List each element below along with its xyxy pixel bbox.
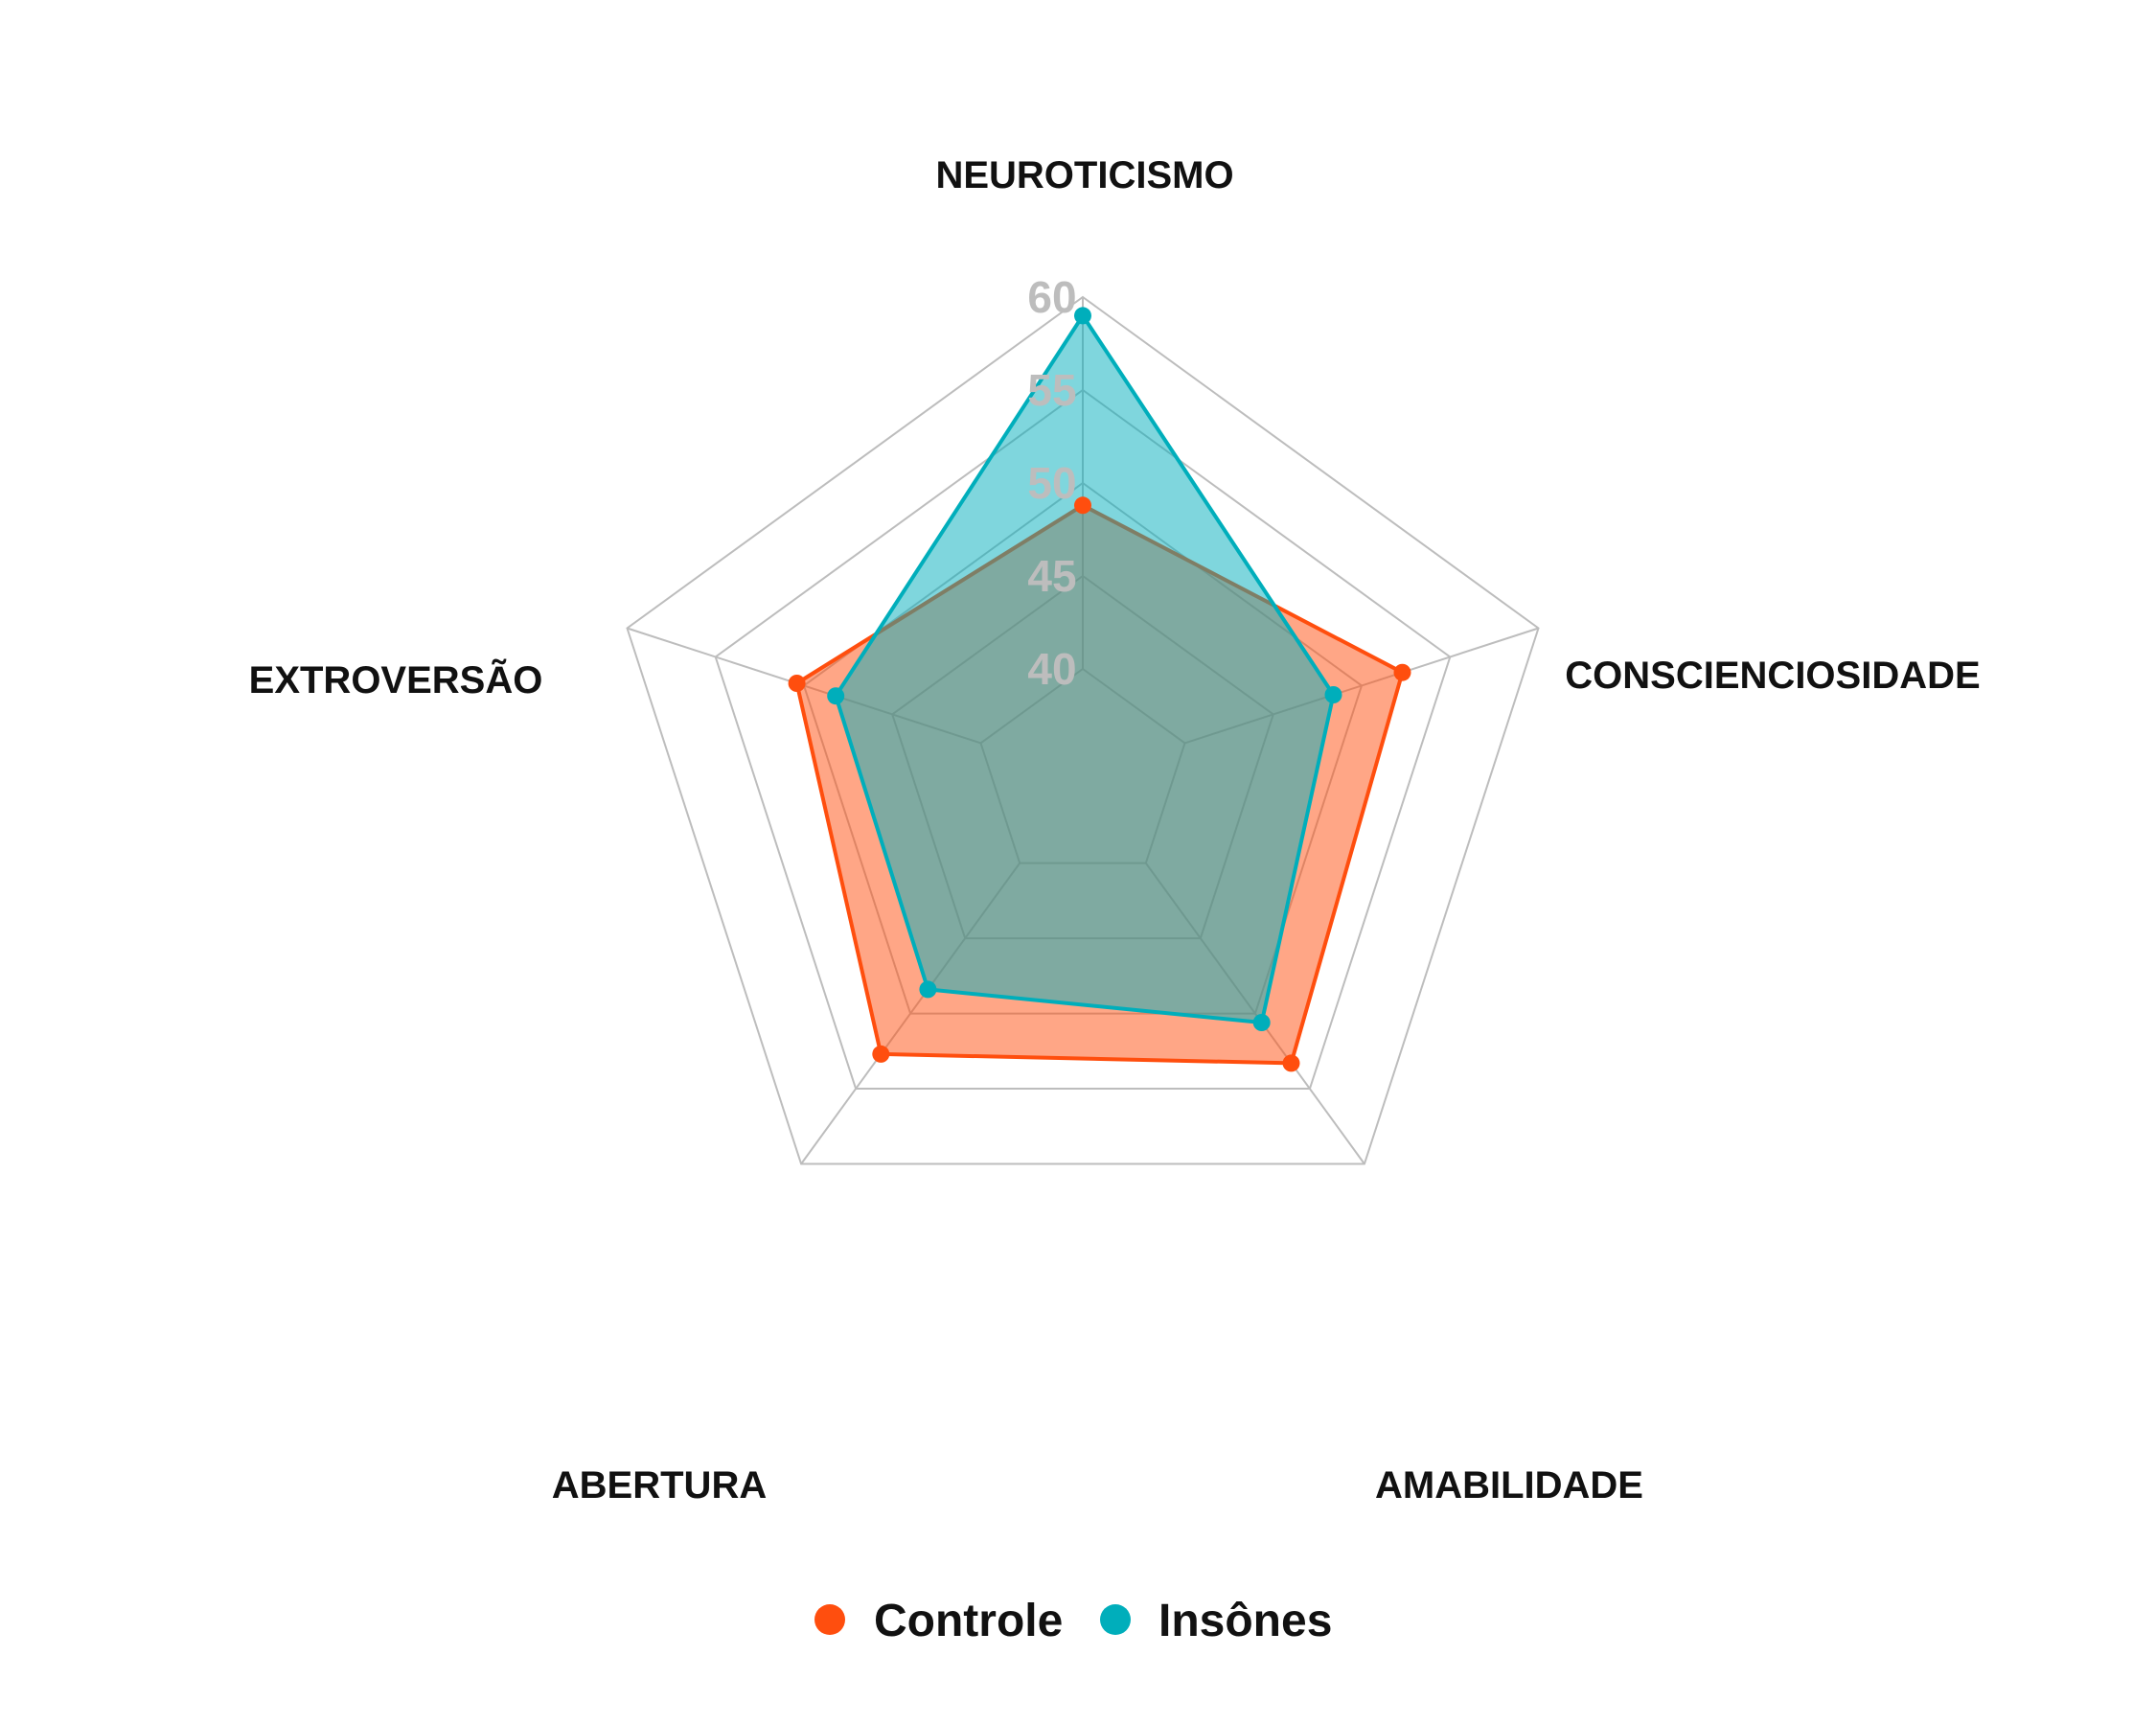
point-1-2 <box>1252 1014 1271 1031</box>
axis-label-conscienciosidade: CONSCIENCIOSIDADE <box>1565 655 1980 697</box>
point-0-2 <box>1282 1054 1300 1072</box>
point-0-4 <box>788 675 806 692</box>
legend-marker-insones <box>1100 1604 1131 1635</box>
point-0-3 <box>872 1045 890 1063</box>
tick-label-50: 50 <box>1027 458 1076 508</box>
point-1-1 <box>1324 686 1342 703</box>
grid-ring-60 <box>626 295 1540 1165</box>
point-0-0 <box>1074 496 1091 515</box>
axis-label-extroversao: EXTROVERSÃO <box>249 657 543 702</box>
tick-label-60: 60 <box>1027 272 1076 322</box>
tick-label-45: 45 <box>1027 551 1076 601</box>
axis-label-abertura: ABERTURA <box>552 1464 767 1506</box>
axis-label-amabilidade: AMABILIDADE <box>1375 1464 1643 1506</box>
grid-ring-55 <box>714 388 1452 1090</box>
point-1-0 <box>1074 307 1091 325</box>
axis-label-neuroticismo: NEUROTICISMO <box>935 154 1233 196</box>
series-area-1 <box>834 313 1336 1024</box>
tick-label-40: 40 <box>1027 644 1076 694</box>
tick-label-55: 55 <box>1027 365 1076 415</box>
legend-marker-controle <box>814 1604 845 1635</box>
axis-labels: NEUROTICISMO CONSCIENCIOSIDADE AMABILIDA… <box>249 154 1981 1506</box>
legend-label-controle: Controle <box>874 1596 1063 1646</box>
series-layer <box>788 307 1411 1072</box>
legend: Controle Insônes <box>814 1596 1332 1646</box>
legend-label-insones: Insônes <box>1158 1596 1332 1646</box>
point-0-1 <box>1393 663 1411 681</box>
point-1-4 <box>827 687 845 705</box>
tick-labels: 40 45 50 55 60 <box>1027 272 1076 694</box>
point-1-3 <box>919 980 937 999</box>
